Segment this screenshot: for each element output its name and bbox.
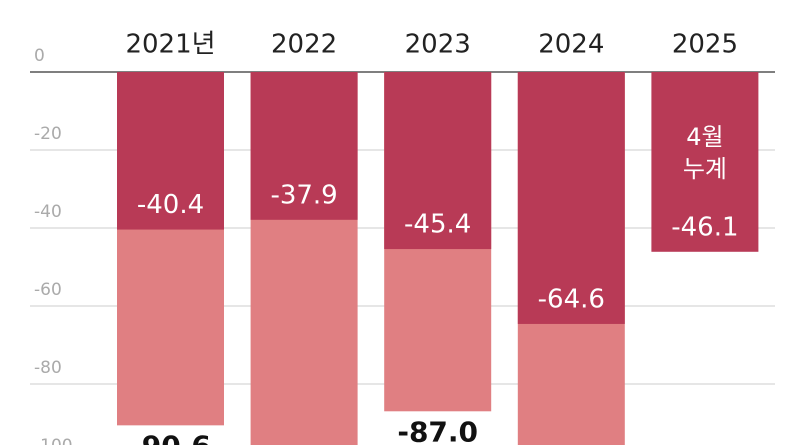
value-label: -37.9 xyxy=(270,180,337,210)
value-label: -64.6 xyxy=(538,284,605,314)
annotation: 4월 누계 xyxy=(683,123,727,183)
value-label: -45.4 xyxy=(404,210,471,240)
y-tick-label: -80 xyxy=(34,358,62,378)
value-label: -87.0 xyxy=(397,415,478,445)
x-tick-label: 2023 xyxy=(405,30,471,60)
bar xyxy=(117,72,224,230)
bar xyxy=(384,72,492,250)
value-label: -90.6 xyxy=(130,429,211,445)
y-tick-label: -60 xyxy=(34,280,62,300)
value-label: -40.4 xyxy=(137,190,204,220)
y-tick-label: -100 xyxy=(34,436,73,445)
x-tick-label: 2025 xyxy=(672,30,738,60)
bar xyxy=(250,72,358,220)
y-tick-label: 0 xyxy=(34,46,45,66)
x-tick-label: 2022 xyxy=(271,30,337,60)
bar xyxy=(517,72,625,324)
bar xyxy=(651,72,759,252)
x-tick-label: 2021년 xyxy=(125,30,215,60)
x-tick-label: 2024 xyxy=(538,30,604,60)
y-tick-label: -40 xyxy=(34,202,62,222)
y-tick-label: -20 xyxy=(34,124,62,144)
value-label: -46.1 xyxy=(671,212,738,242)
